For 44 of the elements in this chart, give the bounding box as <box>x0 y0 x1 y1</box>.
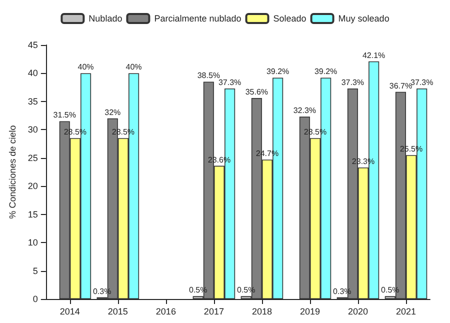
y-axis-title: % Condiciones de cielo <box>8 125 18 219</box>
data-label: 32.3% <box>293 106 316 116</box>
legend-label: Nublado <box>88 14 122 24</box>
legend-label: Muy soleado <box>338 14 390 24</box>
data-label: 39.2% <box>314 67 338 76</box>
data-label: 32% <box>104 108 121 117</box>
y-tick-label: 10 <box>28 238 38 248</box>
y-tick-label: 30 <box>28 124 38 135</box>
data-label: 42.1% <box>362 50 386 60</box>
y-tick-label: 35 <box>28 96 38 106</box>
x-tick-label: 2014 <box>60 306 80 316</box>
data-label: 40% <box>126 62 142 72</box>
x-tick-label: 2015 <box>108 306 128 316</box>
data-label: 25.5% <box>400 144 423 154</box>
legend-label: Parcialmente nublado <box>154 14 242 24</box>
x-tick-label: 2021 <box>396 306 416 316</box>
data-label: 37.3% <box>218 78 242 87</box>
y-tick-label: 5 <box>32 266 38 276</box>
y-tick-label: 20 <box>28 181 38 192</box>
data-label: 23.6% <box>208 155 231 164</box>
data-label: 40% <box>78 62 94 72</box>
data-label: 23.3% <box>352 156 375 166</box>
y-tick-label: 15 <box>28 209 38 220</box>
y-tick-label: 25 <box>28 152 38 163</box>
data-label: 28.5% <box>304 128 327 137</box>
data-label: 39.2% <box>266 67 290 76</box>
x-tick-label: 2018 <box>252 306 272 316</box>
data-label: 38.5% <box>197 71 220 80</box>
data-label: 37.3% <box>410 78 434 87</box>
data-label: 24.7% <box>256 149 279 158</box>
x-tick-label: 2019 <box>300 306 320 316</box>
y-tick-label: 45 <box>28 40 38 50</box>
data-label: 31.5% <box>53 110 76 120</box>
data-label: 28.5% <box>112 128 135 137</box>
y-tick-label: 40 <box>28 68 38 78</box>
x-tick-label: 2020 <box>348 306 368 316</box>
data-label: 36.7% <box>389 81 412 90</box>
x-tick-label: 2017 <box>204 306 224 316</box>
data-label: 28.5% <box>64 128 87 137</box>
x-tick-label: 2016 <box>156 306 176 316</box>
legend-label: Soleado <box>273 14 306 24</box>
data-label: 37.3% <box>341 78 364 87</box>
y-tick-label: 0 <box>32 294 38 304</box>
data-label: 35.6% <box>245 88 268 97</box>
